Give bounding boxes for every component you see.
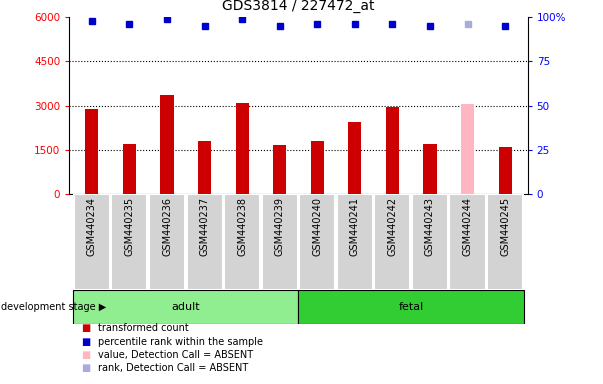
- Bar: [160, 95, 174, 194]
- Text: GSM440239: GSM440239: [275, 197, 285, 256]
- Text: development stage ▶: development stage ▶: [1, 302, 107, 312]
- Text: GSM440237: GSM440237: [200, 197, 210, 256]
- Text: GSM440240: GSM440240: [312, 197, 322, 256]
- Text: fetal: fetal: [399, 302, 424, 312]
- Bar: [487, 194, 523, 290]
- Text: GSM440244: GSM440244: [463, 197, 473, 256]
- Text: GSM440241: GSM440241: [350, 197, 360, 256]
- Text: ■: ■: [81, 336, 90, 346]
- Bar: [449, 194, 485, 290]
- Bar: [224, 194, 260, 290]
- Bar: [386, 107, 399, 194]
- Text: GSM440236: GSM440236: [162, 197, 172, 256]
- Text: ■: ■: [81, 350, 90, 360]
- Text: GSM440235: GSM440235: [124, 197, 134, 256]
- Bar: [311, 141, 324, 194]
- Bar: [461, 104, 474, 194]
- Bar: [423, 144, 437, 194]
- Text: GSM440243: GSM440243: [425, 197, 435, 256]
- Text: percentile rank within the sample: percentile rank within the sample: [98, 336, 264, 346]
- Text: GSM440245: GSM440245: [500, 197, 510, 256]
- Bar: [236, 103, 248, 194]
- Bar: [73, 290, 298, 324]
- Text: GSM440234: GSM440234: [87, 197, 97, 256]
- Bar: [149, 194, 185, 290]
- Text: GSM440242: GSM440242: [387, 197, 397, 256]
- Title: GDS3814 / 227472_at: GDS3814 / 227472_at: [223, 0, 374, 13]
- Text: adult: adult: [171, 302, 200, 312]
- Bar: [349, 122, 361, 194]
- Bar: [499, 147, 512, 194]
- Text: ■: ■: [81, 323, 90, 333]
- Text: transformed count: transformed count: [98, 323, 189, 333]
- Bar: [337, 194, 373, 290]
- Bar: [412, 194, 448, 290]
- Text: ■: ■: [81, 363, 90, 373]
- Bar: [198, 141, 211, 194]
- Text: value, Detection Call = ABSENT: value, Detection Call = ABSENT: [98, 350, 253, 360]
- Bar: [85, 109, 98, 194]
- Bar: [112, 194, 148, 290]
- Bar: [262, 194, 298, 290]
- Bar: [123, 144, 136, 194]
- Bar: [298, 290, 524, 324]
- Bar: [273, 146, 286, 194]
- Text: GSM440238: GSM440238: [237, 197, 247, 256]
- Text: rank, Detection Call = ABSENT: rank, Detection Call = ABSENT: [98, 363, 248, 373]
- Bar: [299, 194, 335, 290]
- Bar: [374, 194, 411, 290]
- Bar: [186, 194, 223, 290]
- Bar: [74, 194, 110, 290]
